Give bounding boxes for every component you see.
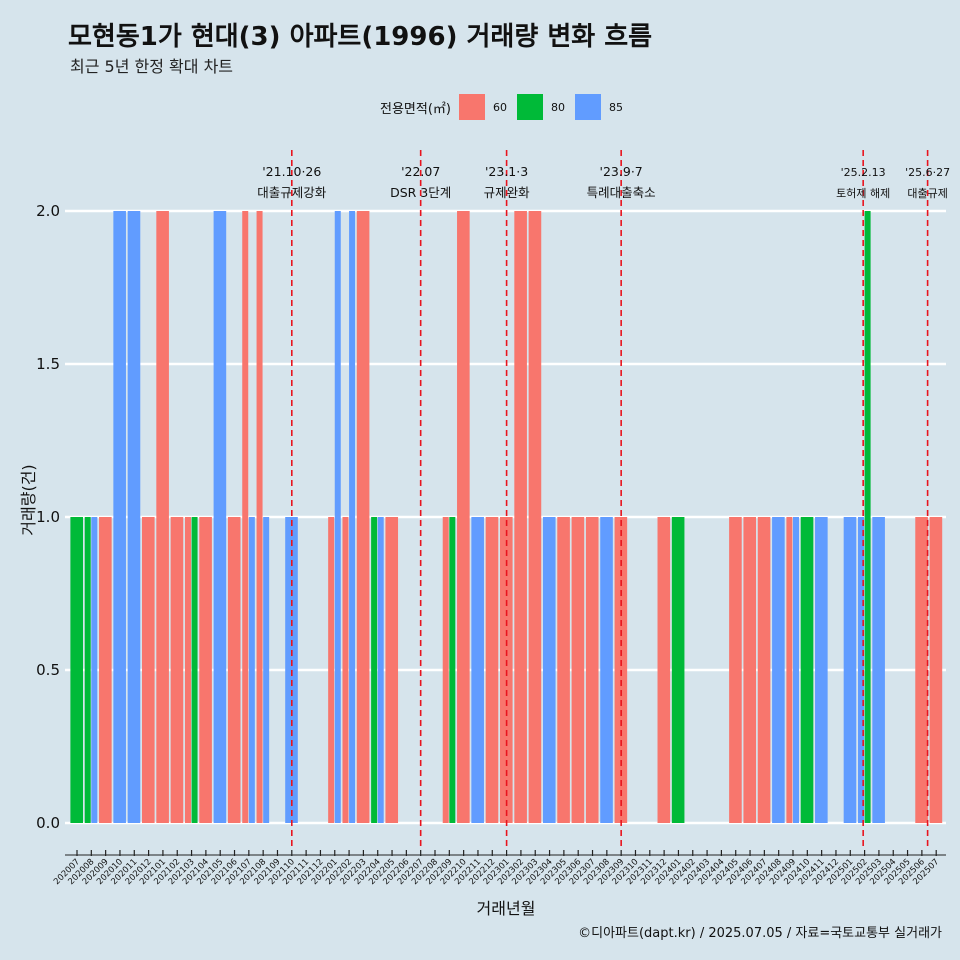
bar-202008-85 — [91, 517, 98, 823]
bar-202101-60 — [156, 211, 169, 823]
bar-202305-60 — [557, 517, 570, 823]
bar-202107-85 — [248, 517, 255, 823]
bar-202302-60 — [514, 211, 527, 823]
bar-202304-85 — [542, 517, 556, 823]
bar-202201-60 — [328, 517, 335, 823]
bar-202307-60 — [585, 517, 599, 823]
bar-202204-85 — [377, 517, 384, 823]
source-caption: ©디아파트(dapt.kr) / 2025.07.05 / 자료=국토교통부 실… — [578, 926, 942, 941]
policy-marker-date: '23.1·3 — [485, 164, 528, 179]
bar-202202-60 — [342, 517, 349, 823]
bar-202009-60 — [99, 517, 112, 823]
policy-marker-date: '23.9·7 — [600, 164, 643, 179]
policy-marker-date: '25.6·27 — [905, 166, 950, 179]
bar-202104-60 — [199, 517, 212, 823]
bar-202409-85 — [793, 517, 799, 823]
legend-label-80: 80 — [550, 100, 565, 114]
legend-swatch-80 — [516, 94, 543, 120]
bar-202103-80 — [191, 517, 198, 823]
legend-swatch-60 — [458, 94, 485, 120]
legend-item-80: 80 — [516, 94, 565, 120]
policy-marker-label: 규제완화 — [484, 185, 531, 200]
legend-item-60: 60 — [458, 94, 507, 120]
bar-202012-60 — [142, 517, 155, 823]
legend-label-85: 85 — [608, 100, 623, 114]
bar-202209-60 — [442, 517, 449, 823]
bar-202103-60 — [184, 517, 191, 823]
legend: 전용면적(㎡) 60 80 85 — [380, 93, 633, 121]
y-axis-title: 거래량(건) — [19, 464, 38, 535]
bar-202205-60 — [385, 517, 399, 823]
bar-202408-85 — [772, 517, 785, 823]
legend-label-60: 60 — [492, 100, 507, 114]
y-tick-label: 0.0 — [36, 814, 60, 832]
y-tick-label: 0.5 — [36, 661, 60, 679]
policy-marker-date: '25.2.13 — [841, 166, 886, 179]
bar-202306-60 — [571, 517, 585, 823]
bar-202204-80 — [371, 517, 378, 823]
bar-202502-85 — [858, 517, 864, 823]
bar-202303-60 — [528, 211, 542, 823]
bar-202502-80 — [864, 211, 871, 823]
bar-202407-60 — [757, 517, 771, 823]
bar-202506-60 — [915, 517, 928, 823]
legend-swatch-85 — [574, 94, 601, 120]
bar-202106-60 — [227, 517, 241, 823]
bar-202107-60 — [242, 211, 249, 823]
bar-202108-85 — [263, 517, 270, 823]
bar-202008-80 — [84, 517, 91, 823]
bar-202212-60 — [485, 517, 499, 823]
policy-marker-label: 특례대출축소 — [587, 185, 656, 200]
bar-202312-60 — [657, 517, 671, 823]
bar-202105-85 — [213, 211, 227, 823]
bar-202308-85 — [600, 517, 613, 823]
policy-marker-label: 토허제 해제 — [836, 186, 890, 200]
y-tick-label: 2.0 — [36, 202, 60, 220]
bar-202210-60 — [457, 211, 470, 823]
policy-marker-label: 대출규제 — [907, 187, 947, 200]
policy-marker-date: '22.07 — [401, 164, 440, 179]
legend-item-85: 85 — [574, 94, 623, 120]
bar-202406-60 — [743, 517, 757, 823]
chart-subtitle: 최근 5년 한정 확대 차트 — [70, 57, 234, 76]
bar-202202-85 — [349, 211, 356, 823]
bar-202410-80 — [800, 517, 814, 823]
bar-202401-80 — [671, 517, 685, 823]
bar-202405-60 — [729, 517, 742, 823]
bar-202209-80 — [449, 517, 456, 823]
x-axis-title: 거래년월 — [477, 899, 536, 918]
chart-title: 모현동1가 현대(3) 아파트(1996) 거래량 변화 흐름 — [68, 22, 653, 52]
bar-202411-85 — [815, 517, 828, 823]
bar-202503-85 — [872, 517, 885, 823]
bar-202501-85 — [843, 517, 857, 823]
bar-202211-85 — [471, 517, 484, 823]
bar-202409-60 — [786, 517, 793, 823]
legend-title: 전용면적(㎡) — [380, 101, 451, 117]
y-tick-label: 1.0 — [36, 508, 60, 526]
bar-202102-60 — [170, 517, 184, 823]
bar-202507-60 — [929, 517, 943, 823]
bar-202108-60 — [256, 211, 263, 823]
bar-202010-85 — [113, 211, 126, 823]
y-tick-label: 1.5 — [36, 355, 60, 373]
policy-marker-label: DSR 3단계 — [390, 185, 451, 200]
policy-marker-date: '21.10·26 — [262, 164, 321, 179]
bar-202203-60 — [356, 211, 370, 823]
bar-202007-80 — [70, 517, 83, 823]
bar-202201-85 — [334, 211, 341, 823]
policy-marker-label: 대출규제강화 — [257, 185, 327, 200]
bar-202011-85 — [127, 211, 141, 823]
